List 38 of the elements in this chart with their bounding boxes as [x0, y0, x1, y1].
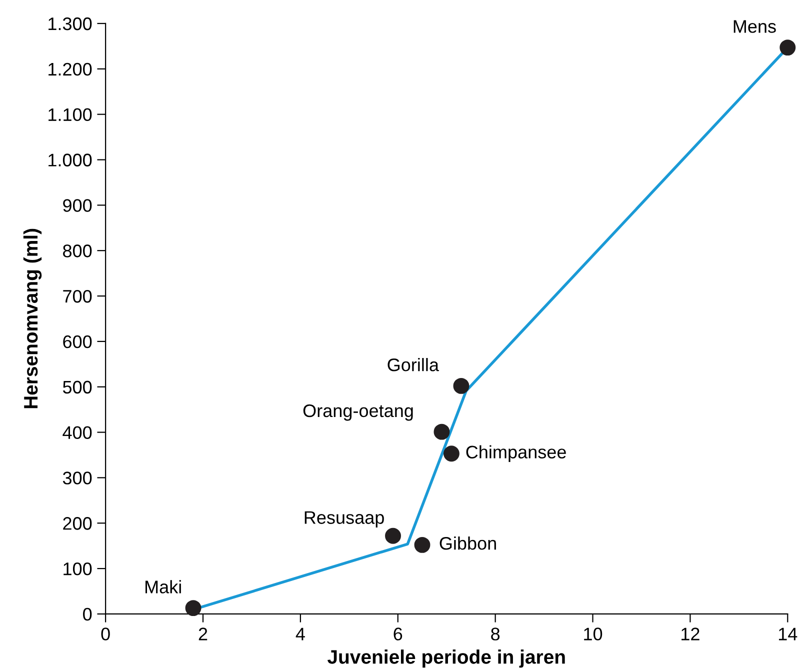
annotation: Mens — [734, 20, 776, 33]
annotation: Chimpansee — [466, 445, 566, 462]
x-tick-label: 8 — [491, 628, 500, 640]
y-axis-title: Hersenomvang (ml) — [23, 228, 42, 408]
x-tick-label: 0 — [101, 628, 110, 640]
y-tick-label: 800 — [63, 244, 92, 258]
x-tick-label: 10 — [584, 628, 602, 640]
x-tick-label: 12 — [682, 628, 700, 640]
x-axis-title: Juveniele periode in jaren — [327, 650, 565, 668]
annotation: Orang-oetang — [303, 404, 413, 421]
point — [443, 446, 460, 462]
y-tick-label: 500 — [62, 380, 92, 394]
y-tick-label: 300 — [62, 472, 92, 484]
point — [434, 424, 450, 440]
point — [453, 378, 470, 394]
x-tick-label: 2 — [198, 628, 208, 640]
y-tick-label: 700 — [63, 290, 92, 303]
y-tick-label: 1.100 — [48, 108, 92, 122]
y-tick-label: 100 — [64, 562, 92, 576]
y-tick-label: 1.300 — [48, 17, 92, 30]
y-tick-label: 200 — [63, 517, 92, 530]
point — [385, 528, 401, 544]
y-tick-label: 900 — [63, 199, 92, 212]
y-tick-label: 1.000 — [48, 154, 92, 166]
x-tick-label: 4 — [296, 628, 305, 640]
annotation: Maki — [146, 580, 181, 594]
annotation: Gibbon — [440, 536, 496, 550]
annotation: Gorilla — [388, 358, 439, 372]
point — [414, 536, 430, 553]
y-tick-label: 0 — [83, 608, 92, 621]
point — [780, 40, 796, 56]
y-tick-label: 400 — [62, 426, 92, 439]
y-tick-label: 600 — [63, 335, 92, 348]
x-tick-label: 6 — [394, 628, 402, 640]
annotation: Resusaap — [304, 511, 384, 528]
x-tick-label: 14 — [778, 628, 798, 640]
point — [185, 600, 202, 616]
y-tick-label: 1.200 — [48, 62, 92, 76]
